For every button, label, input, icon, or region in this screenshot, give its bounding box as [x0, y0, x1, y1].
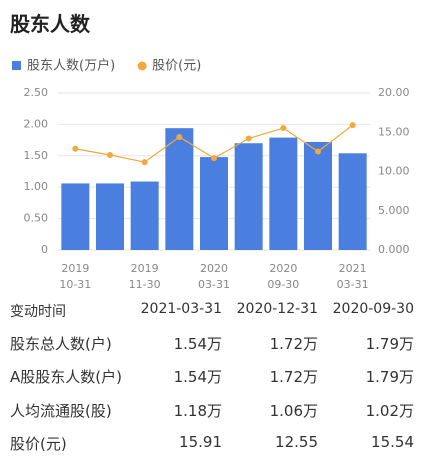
y2-tick-label: 10.00	[378, 165, 410, 178]
table-header-cell: 2020-09-30	[332, 301, 414, 317]
table-header-cell: 2020-12-31	[236, 301, 318, 317]
y-tick-label: 0.50	[24, 212, 49, 225]
table-header-cell: 变动时间	[10, 304, 66, 320]
point	[141, 159, 148, 166]
bar	[61, 183, 90, 250]
point	[72, 145, 79, 152]
table-cell: 15.91	[179, 433, 222, 451]
point	[280, 125, 287, 132]
table-cell: 1.72万	[269, 335, 318, 353]
x-tick-label: 2019 10-31	[59, 262, 92, 291]
point	[315, 148, 321, 155]
x-tick-label: 2020 03-31	[198, 262, 230, 291]
legend-swatch	[137, 61, 147, 71]
legend-label: 股东人数(万户)	[27, 58, 115, 74]
y2-tick-label: 5.000	[378, 204, 410, 217]
bar	[200, 157, 228, 250]
y-tick-label: 1.50	[24, 149, 49, 162]
table-cell: A股股东人数(户)	[10, 368, 122, 386]
table-cell: 股价(元)	[10, 435, 67, 453]
table-cell: 人均流通股(股)	[10, 402, 112, 420]
table-cell: 15.54	[371, 433, 414, 451]
bar	[165, 128, 194, 250]
x-tick-label: 2020 09-30	[267, 262, 300, 291]
point	[211, 155, 217, 162]
legend-label: 股价(元)	[152, 59, 201, 74]
x-tick-label: 2019 11-30	[128, 262, 161, 291]
point	[349, 122, 356, 129]
y2-tick-label: 0.000	[378, 243, 410, 256]
table-cell: 1.54万	[173, 368, 222, 386]
y-tick-label: 0	[41, 243, 48, 256]
table-cell: 股东总人数(户)	[10, 335, 112, 353]
point	[107, 152, 113, 159]
bar	[338, 153, 367, 250]
table-cell: 1.79万	[365, 368, 414, 386]
table-header-cell: 2021-03-31	[140, 301, 222, 317]
table-cell: 1.79万	[365, 335, 414, 353]
table-cell: 1.06万	[269, 402, 318, 420]
y-tick-label: 2.00	[24, 117, 49, 130]
page-title: 股东人数	[10, 12, 90, 36]
bar	[234, 143, 263, 250]
bar	[130, 181, 159, 250]
table-cell: 1.72万	[269, 368, 318, 386]
y2-tick-label: 20.00	[378, 86, 410, 99]
table-cell: 1.18万	[173, 402, 222, 420]
y-tick-label: 2.50	[24, 86, 49, 99]
legend-swatch	[12, 61, 21, 70]
table-cell: 12.55	[275, 433, 318, 451]
y-tick-label: 1.00	[24, 180, 49, 193]
table-cell: 1.02万	[365, 402, 414, 420]
table-cell: 1.54万	[173, 335, 222, 353]
bar	[269, 137, 298, 250]
x-tick-label: 2021 03-31	[336, 262, 369, 291]
bar	[304, 141, 332, 250]
point	[245, 135, 252, 142]
point	[176, 133, 183, 140]
bar	[96, 183, 124, 250]
chart: 0 0.50 1.00 1.50 2.00 2.50 0.000 5.000 10.00 15.0…	[12, 58, 410, 256]
y2-tick-label: 15.00	[378, 125, 410, 138]
